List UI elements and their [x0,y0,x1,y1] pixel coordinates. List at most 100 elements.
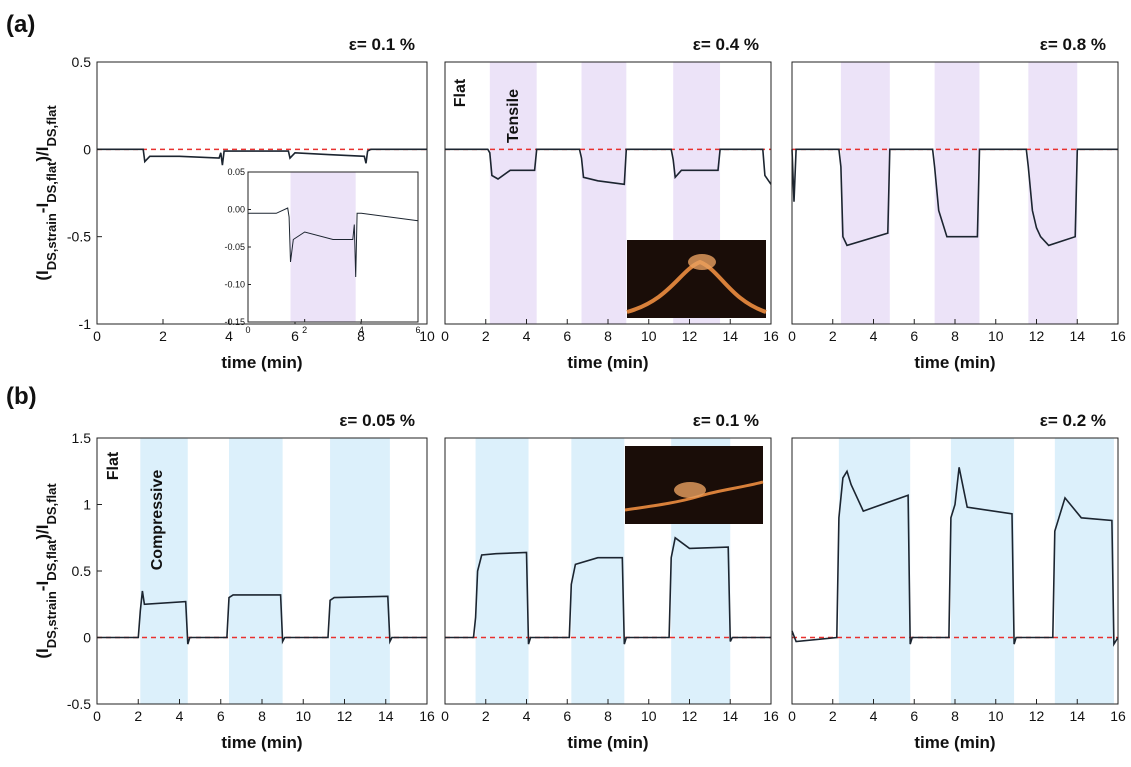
shaded-region [330,438,390,704]
x-axis-label: time (min) [567,733,648,752]
x-tick-label: 10 [295,708,311,724]
x-tick-label: 6 [217,708,225,724]
photo [624,446,764,524]
shaded-region [489,62,537,324]
x-tick-label: 6 [563,708,571,724]
x-tick-label: 6 [563,328,571,344]
data-line [97,590,427,645]
annotation: Tensile [505,89,522,143]
label-part: (I [33,270,52,280]
y-tick-label: -0.5 [67,696,91,712]
y-tick-label: 1.5 [72,430,92,446]
x-axis-label: time (min) [567,353,648,372]
y-tick-label: -0.5 [67,229,91,245]
y-tick-label: 0 [83,141,91,157]
x-tick-label: 0 [245,325,250,335]
x-tick-label: 4 [176,708,184,724]
x-tick-label: 0 [93,708,101,724]
x-tick-label: 8 [951,328,959,344]
shaded-region [475,438,529,704]
x-tick-label: 4 [523,328,531,344]
chart-title: ε= 0.4 % [693,35,759,54]
x-tick-label: 4 [225,328,233,344]
subscript: DS,flat [44,539,59,581]
x-tick-label: 8 [357,328,365,344]
x-tick-label: 16 [763,328,779,344]
subscript: DS,flat [44,161,59,203]
shaded-region [571,438,625,704]
shaded-region [840,62,890,324]
x-tick-label: 10 [988,328,1004,344]
x-tick-label: 4 [870,708,878,724]
shaded-region [290,172,356,322]
y-tick-label: 1 [83,497,91,513]
label-part: -I [33,581,52,591]
x-tick-label: 4 [359,325,364,335]
chart-title: ε= 0.05 % [339,411,415,430]
x-tick-label: 0 [441,328,449,344]
data-line [445,148,772,186]
x-tick-label: 2 [829,708,837,724]
chart-title: ε= 0.2 % [1040,411,1106,430]
y-axis-label: (IDS,strain-IDS,flat)/IDS,flat [33,105,59,281]
x-tick-label: 6 [910,328,918,344]
plot-frame [96,61,428,325]
x-tick-label: 10 [419,328,435,344]
x-tick-label: 12 [1029,328,1045,344]
x-axis-label: time (min) [914,353,995,372]
label-part: -I [33,203,52,213]
plots: (a)(b)0 2 4 6 8 100.50-0.5-1ε= 0.1 %time (min… [6,11,1126,752]
subscript: DS,strain [44,213,59,270]
shaded-region [1054,438,1114,704]
x-tick-label: 12 [682,708,698,724]
data-line [248,207,419,278]
shaded-region [1028,62,1078,324]
y-tick-label: 0.5 [72,54,92,70]
x-tick-label: 14 [722,708,738,724]
x-tick-label: 10 [641,328,657,344]
photo [626,240,767,318]
chart-title: ε= 0.1 % [349,35,415,54]
x-tick-label: 2 [482,328,490,344]
x-tick-label: 2 [829,328,837,344]
y-tick-label: -0.05 [224,242,245,252]
x-tick-label: 16 [1110,708,1126,724]
shaded-region [581,62,627,324]
x-tick-label: 14 [1069,708,1085,724]
x-tick-label: 14 [378,708,394,724]
y-tick-label: 0 [83,630,91,646]
shaded-region [950,438,1015,704]
x-tick-label: 6 [291,328,299,344]
chart-title: ε= 0.1 % [693,411,759,430]
y-tick-label: 0.00 [227,205,245,215]
label-part: (I [33,648,52,658]
x-tick-label: 16 [763,708,779,724]
y-tick-label: -1 [79,316,92,332]
x-tick-label: 0 [788,328,796,344]
data-line [791,148,1118,247]
annotation: Compressive [149,470,166,571]
x-tick-label: 8 [951,708,959,724]
y-tick-label: -0.15 [224,317,245,327]
x-axis-label: time (min) [221,733,302,752]
x-tick-label: 12 [682,328,698,344]
x-tick-label: 2 [159,328,167,344]
data-line [445,536,771,645]
x-tick-label: 4 [870,328,878,344]
panel-label: (a) [6,11,35,38]
x-axis-label: time (min) [221,353,302,372]
subscript: DS,flat [44,483,59,525]
subscript: DS,flat [44,105,59,147]
chart-title: ε= 0.8 % [1040,35,1106,54]
subscript: DS,strain [44,591,59,648]
x-tick-label: 2 [482,708,490,724]
shaded-region [140,438,188,704]
data-line [97,148,427,166]
annotation: Flat [105,451,122,480]
annotation: Flat [452,78,469,107]
x-axis-label: time (min) [914,733,995,752]
x-tick-label: 0 [788,708,796,724]
y-tick-label: 0.5 [72,563,92,579]
x-tick-label: 10 [641,708,657,724]
x-tick-label: 2 [302,325,307,335]
